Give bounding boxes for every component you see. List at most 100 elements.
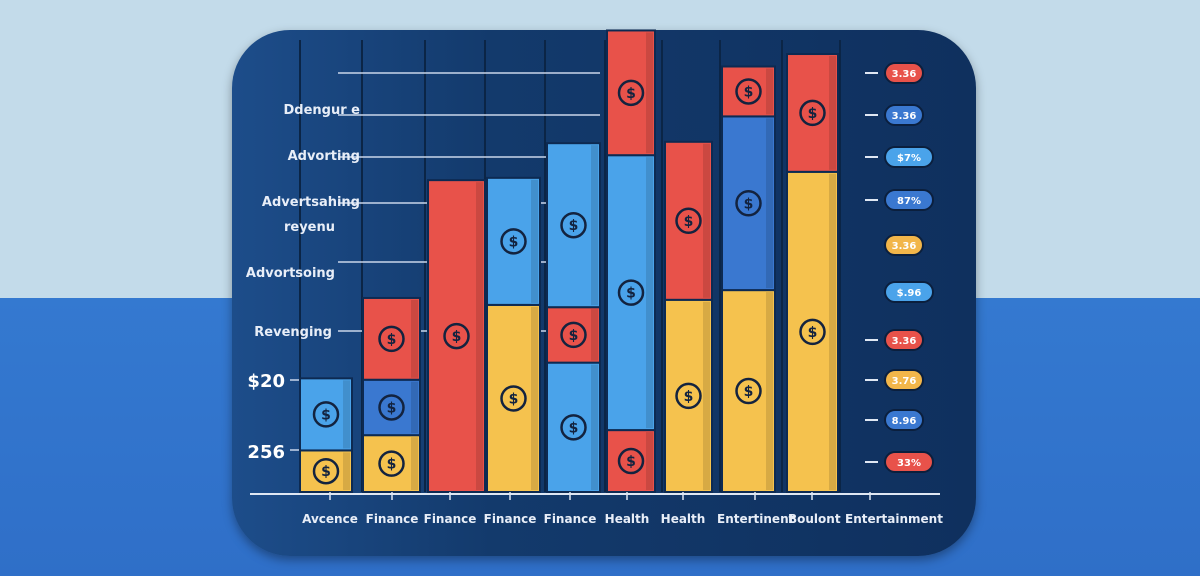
coin-icon <box>675 382 702 410</box>
x-tick-label: Finance <box>366 512 419 526</box>
value-badge <box>884 62 924 84</box>
x-tick-label: Avcence <box>302 512 358 526</box>
value-badge-text: 3.36 <box>892 69 917 80</box>
bar-shade <box>343 380 350 449</box>
bar: $ $ $ <box>546 142 601 494</box>
coin-icon <box>312 457 340 485</box>
bar: $$ <box>664 140 713 494</box>
bar-shade <box>591 309 598 361</box>
value-badge <box>884 146 934 168</box>
coin-symbol: $ <box>452 329 462 345</box>
x-tick-label: Health <box>661 512 706 526</box>
y-label: Ddengur e <box>284 103 361 118</box>
coin-symbol: $ <box>509 234 519 250</box>
coin-icon <box>617 79 645 107</box>
coin-symbol: $ <box>684 389 694 405</box>
coin-symbol: $ <box>626 286 636 302</box>
bar-shade <box>411 299 418 378</box>
coin-icon <box>378 325 405 353</box>
value-badge <box>884 104 924 126</box>
y-tick-label: 256 <box>247 442 285 463</box>
bar-shade <box>411 381 418 434</box>
x-tick-label: Entertinent <box>717 512 795 526</box>
bar-shade <box>343 452 350 490</box>
bar: $ $ $ <box>606 29 656 494</box>
bar-shade <box>703 143 710 298</box>
coin-icon <box>675 207 702 235</box>
coin-symbol: $ <box>744 384 754 400</box>
coin-icon <box>617 279 645 306</box>
coin-symbol: $ <box>569 328 579 344</box>
value-badge <box>884 189 934 211</box>
bar-shade <box>646 157 653 429</box>
value-badge <box>884 451 934 473</box>
coin-symbol: $ <box>321 407 331 423</box>
coin-symbol: $ <box>626 454 636 470</box>
value-badge <box>884 369 924 391</box>
bar: $$ <box>486 176 541 494</box>
coin-icon <box>500 228 527 255</box>
bar-shade <box>591 364 598 490</box>
value-badge <box>884 234 924 256</box>
coin-icon <box>312 401 340 428</box>
bar-shade <box>703 301 710 490</box>
coin-symbol: $ <box>387 400 397 416</box>
bar-shade <box>829 173 836 491</box>
bar-shade <box>766 68 773 115</box>
y-tick-label: $20 <box>247 371 285 392</box>
bar-shade <box>766 292 773 490</box>
value-badge-text: $.96 <box>897 288 922 299</box>
coin-icon <box>378 394 405 421</box>
value-badge <box>884 329 924 351</box>
coin-symbol: $ <box>509 391 519 407</box>
coin-icon <box>799 99 826 127</box>
coin-icon <box>735 78 762 105</box>
bar-shade <box>531 306 538 490</box>
coin-icon <box>617 447 645 475</box>
coin-symbol: $ <box>569 420 579 436</box>
coin-symbol: $ <box>808 106 818 122</box>
x-tick-label: Finance <box>484 512 537 526</box>
bar: $ <box>427 179 486 493</box>
value-badge <box>884 281 934 303</box>
coin-symbol: $ <box>387 332 397 348</box>
coin-icon <box>735 377 762 405</box>
value-badge-text: 87% <box>897 196 921 207</box>
coin-icon <box>443 322 470 350</box>
coin-symbol: $ <box>387 457 397 473</box>
coin-symbol: $ <box>569 218 579 234</box>
coin-icon <box>799 318 826 346</box>
value-badge-text: 8.96 <box>892 416 917 427</box>
bar: $ $ $ <box>721 65 776 493</box>
coin-symbol: $ <box>808 325 818 341</box>
bar: $ $ $ <box>362 296 421 494</box>
y-label: Revenging <box>254 325 332 340</box>
y-label: Advertsahing <box>262 195 360 210</box>
bar-shade <box>646 432 653 490</box>
bar-shade <box>476 182 483 490</box>
coin-icon <box>560 211 587 239</box>
bar-shade <box>411 437 418 490</box>
y-label: reyenu <box>284 220 335 235</box>
y-label: Advorting <box>288 149 360 164</box>
bar-shade <box>646 32 653 154</box>
x-tick-label: Finance <box>544 512 597 526</box>
bar-shade <box>766 118 773 289</box>
x-tick-label: Health <box>605 512 650 526</box>
coin-icon <box>560 414 587 441</box>
coin-symbol: $ <box>684 214 694 230</box>
coin-symbol: $ <box>744 196 754 212</box>
bar: $$ <box>786 53 839 493</box>
bar: $$ <box>299 377 353 494</box>
x-tick-label: Finance <box>424 512 477 526</box>
coin-symbol: $ <box>321 464 331 480</box>
bar-shade <box>591 145 598 306</box>
coin-icon <box>378 450 405 477</box>
y-label: Advortsoing <box>246 266 335 281</box>
value-badge-text: 3.76 <box>892 376 917 387</box>
bar-shade <box>531 179 538 303</box>
value-badge-text: 3.36 <box>892 336 917 347</box>
bar-shade <box>829 56 836 170</box>
coin-icon <box>500 385 527 412</box>
